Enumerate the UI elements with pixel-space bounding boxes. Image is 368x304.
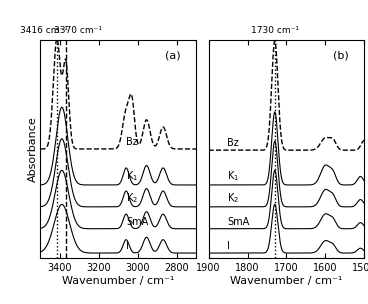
Text: Bz: Bz — [126, 137, 138, 147]
Text: K$_1$: K$_1$ — [227, 169, 240, 183]
Text: 3416 cm⁻¹: 3416 cm⁻¹ — [21, 26, 68, 35]
Text: K$_2$: K$_2$ — [227, 191, 239, 205]
X-axis label: Wavenumber / cm⁻¹: Wavenumber / cm⁻¹ — [230, 276, 343, 286]
Text: I: I — [126, 241, 129, 251]
Text: (a): (a) — [165, 50, 181, 60]
Text: K$_1$: K$_1$ — [126, 169, 138, 183]
X-axis label: Wavenumber / cm⁻¹: Wavenumber / cm⁻¹ — [62, 276, 174, 286]
Text: I: I — [227, 241, 230, 251]
Text: 3370 cm⁻¹: 3370 cm⁻¹ — [54, 26, 102, 35]
Text: Bz: Bz — [227, 138, 239, 148]
Text: K$_2$: K$_2$ — [126, 191, 138, 205]
Text: SmA: SmA — [227, 217, 250, 227]
Text: SmA: SmA — [126, 217, 148, 227]
Y-axis label: Absorbance: Absorbance — [28, 116, 38, 182]
Text: (b): (b) — [333, 50, 349, 60]
Text: 1730 cm⁻¹: 1730 cm⁻¹ — [251, 26, 299, 35]
